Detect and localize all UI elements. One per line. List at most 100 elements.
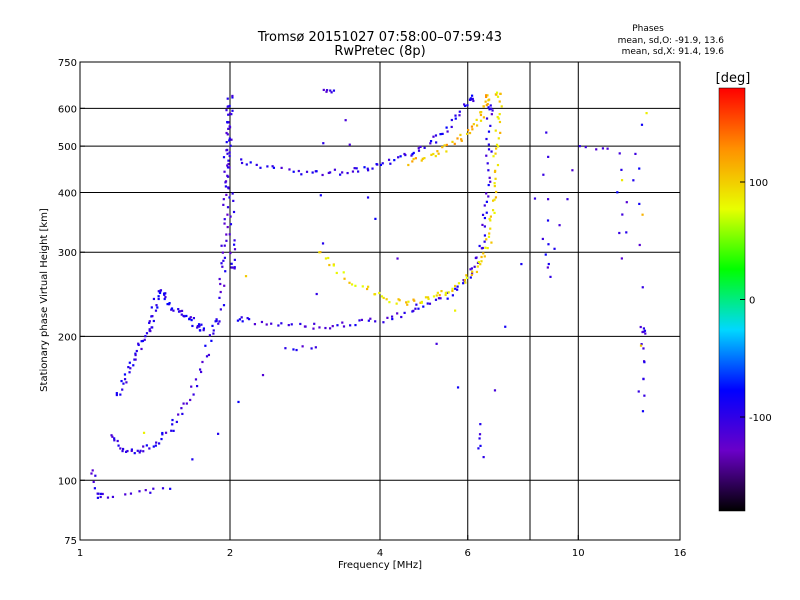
echo-point	[417, 149, 421, 152]
x-tick-label: 6	[465, 548, 471, 559]
echo-point	[218, 320, 221, 323]
echo-point	[361, 285, 364, 288]
echo-point	[423, 157, 426, 160]
echo-point	[491, 209, 495, 212]
echo-point	[482, 116, 486, 119]
echo-point	[641, 286, 644, 289]
echo-point	[226, 133, 229, 136]
echo-point	[226, 97, 229, 100]
echo-point	[485, 104, 488, 107]
echo-point	[170, 308, 173, 311]
echo-point	[134, 353, 137, 357]
echo-point	[220, 244, 223, 247]
echo-point	[445, 126, 448, 129]
echo-point	[121, 449, 124, 453]
echo-point	[215, 318, 218, 321]
echo-point	[301, 345, 304, 348]
echo-point	[212, 332, 215, 335]
echo-point	[311, 171, 314, 174]
echo-point	[101, 492, 104, 496]
echo-point	[396, 312, 399, 315]
echo-point	[171, 423, 174, 426]
echo-point	[292, 170, 295, 173]
echo-point	[485, 211, 488, 214]
echo-point	[642, 378, 645, 381]
echo-point	[99, 492, 103, 495]
echo-point	[367, 169, 370, 172]
echo-point	[314, 346, 317, 349]
echo-point	[244, 275, 248, 278]
echo-point	[471, 270, 474, 273]
echo-point	[498, 120, 502, 124]
echo-point	[321, 242, 325, 245]
echo-point	[228, 151, 231, 154]
echo-point	[321, 173, 324, 177]
echo-point	[225, 193, 228, 196]
echo-point	[175, 420, 178, 424]
echo-point	[332, 264, 335, 267]
echo-point	[253, 323, 257, 326]
echo-point	[638, 202, 641, 206]
echo-point	[470, 267, 474, 270]
echo-point	[292, 348, 295, 351]
echo-point	[142, 445, 145, 448]
echo-point	[197, 323, 201, 326]
echo-point	[482, 455, 485, 459]
echo-point	[351, 170, 355, 173]
echo-point	[625, 201, 628, 204]
echo-point	[451, 289, 454, 292]
echo-point	[460, 138, 463, 141]
echo-point	[490, 113, 493, 116]
echo-point	[325, 89, 329, 92]
echo-point	[566, 198, 569, 201]
x-tick-label: 2	[227, 548, 233, 559]
echo-point	[303, 325, 307, 328]
echo-point	[405, 301, 408, 304]
y-tick-label: 500	[58, 142, 77, 153]
echo-point	[366, 196, 370, 199]
echo-point	[315, 170, 318, 173]
echo-point	[236, 319, 240, 322]
echo-point	[115, 393, 118, 397]
echo-point	[447, 291, 450, 294]
echo-point	[192, 317, 196, 320]
echo-point	[152, 297, 156, 301]
echo-point	[490, 107, 493, 110]
echo-point	[151, 315, 154, 318]
echo-point	[424, 296, 428, 299]
echo-point	[378, 291, 381, 295]
echo-point	[470, 273, 473, 277]
echo-point	[233, 267, 236, 270]
echo-point	[485, 95, 488, 99]
echo-point	[333, 168, 337, 171]
echo-point	[494, 177, 497, 180]
echo-point	[324, 257, 328, 260]
echo-point	[272, 166, 276, 169]
echo-point	[230, 266, 233, 269]
echo-point	[230, 262, 233, 265]
echo-point	[417, 307, 420, 310]
echo-point	[237, 400, 240, 404]
echo-point	[315, 292, 318, 296]
echo-point	[113, 439, 116, 442]
echo-point	[363, 166, 366, 169]
echo-point	[226, 152, 229, 155]
echo-point	[487, 235, 491, 238]
echo-point	[407, 163, 410, 167]
echo-point	[381, 162, 384, 165]
echo-point	[339, 173, 342, 176]
echo-point	[192, 393, 195, 396]
echo-point	[488, 98, 491, 101]
echo-point	[496, 163, 500, 167]
echo-point	[451, 140, 454, 143]
echo-point	[641, 213, 644, 216]
echo-point	[432, 295, 436, 298]
echo-point	[133, 452, 136, 455]
echo-point	[161, 431, 164, 435]
echo-point	[371, 167, 374, 170]
echo-point	[641, 330, 644, 334]
echo-point	[358, 319, 361, 322]
echo-point	[111, 495, 115, 499]
echo-point	[138, 451, 141, 454]
echo-point	[454, 284, 457, 288]
